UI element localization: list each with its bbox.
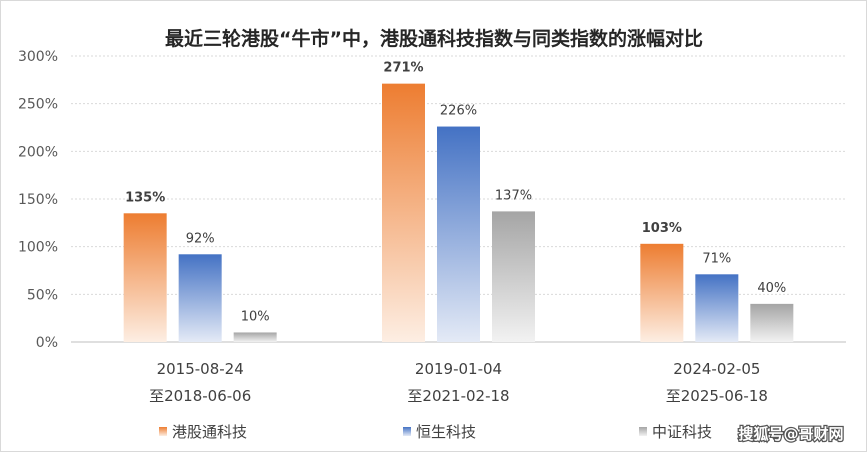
data-label: 92% bbox=[186, 231, 215, 246]
category-labels: 2015-08-24 至2018-06-06 2019-01-04 至2021-02-… bbox=[149, 360, 768, 405]
bar bbox=[695, 274, 739, 342]
y-tick-label: 50% bbox=[27, 287, 58, 303]
y-axis-ticks: 0% 50% 100% 150% 200% 250% 300% bbox=[18, 49, 58, 351]
data-label: 103% bbox=[642, 221, 682, 236]
category-label: 2015-08-24 bbox=[157, 360, 244, 378]
legend-label: 中证科技 bbox=[652, 423, 712, 441]
chart-title: 最近三轮港股“牛市”中，港股通科技指数与同类指数的涨幅对比 bbox=[165, 27, 703, 50]
watermark: 搜狐号@哥财网 bbox=[738, 425, 843, 443]
bar bbox=[437, 126, 480, 343]
data-label: 40% bbox=[757, 281, 786, 296]
data-label: 71% bbox=[702, 251, 731, 266]
data-label: 137% bbox=[495, 188, 532, 203]
y-tick-label: 100% bbox=[18, 240, 58, 256]
legend-swatch bbox=[159, 427, 167, 436]
legend-label: 恒生科技 bbox=[416, 423, 476, 441]
bar bbox=[640, 243, 684, 342]
bar bbox=[123, 213, 167, 342]
legend-item: 恒生科技 bbox=[403, 423, 476, 441]
legend-swatch bbox=[639, 427, 647, 436]
category-label: 2019-01-04 bbox=[415, 360, 502, 378]
legend-label: 港股通科技 bbox=[172, 423, 247, 441]
category-label: 至2025-06-18 bbox=[666, 387, 768, 405]
data-label: 135% bbox=[125, 190, 165, 205]
legend: 港股通科技 恒生科技 中证科技 bbox=[159, 423, 712, 441]
y-tick-label: 300% bbox=[18, 49, 58, 65]
bar bbox=[750, 303, 794, 342]
bar bbox=[492, 211, 535, 342]
category-label: 至2021-02-18 bbox=[407, 387, 509, 405]
data-labels: 135% 92% 10% 271% 226% 137% 103% 71% 40% bbox=[125, 61, 786, 325]
category-label: 至2018-06-06 bbox=[149, 387, 251, 405]
data-label: 271% bbox=[383, 61, 423, 76]
y-tick-label: 250% bbox=[18, 97, 58, 113]
data-label: 10% bbox=[241, 309, 270, 324]
bar bbox=[178, 254, 222, 342]
legend-swatch bbox=[403, 427, 411, 436]
bars bbox=[123, 83, 794, 343]
bar bbox=[382, 83, 425, 342]
legend-item: 中证科技 bbox=[639, 423, 712, 441]
data-label: 226% bbox=[440, 104, 477, 119]
y-tick-label: 150% bbox=[18, 192, 58, 208]
category-label: 2024-02-05 bbox=[673, 360, 760, 378]
legend-item: 港股通科技 bbox=[159, 423, 247, 441]
bar bbox=[233, 332, 277, 342]
y-tick-label: 0% bbox=[36, 335, 58, 351]
y-tick-label: 200% bbox=[18, 144, 58, 160]
